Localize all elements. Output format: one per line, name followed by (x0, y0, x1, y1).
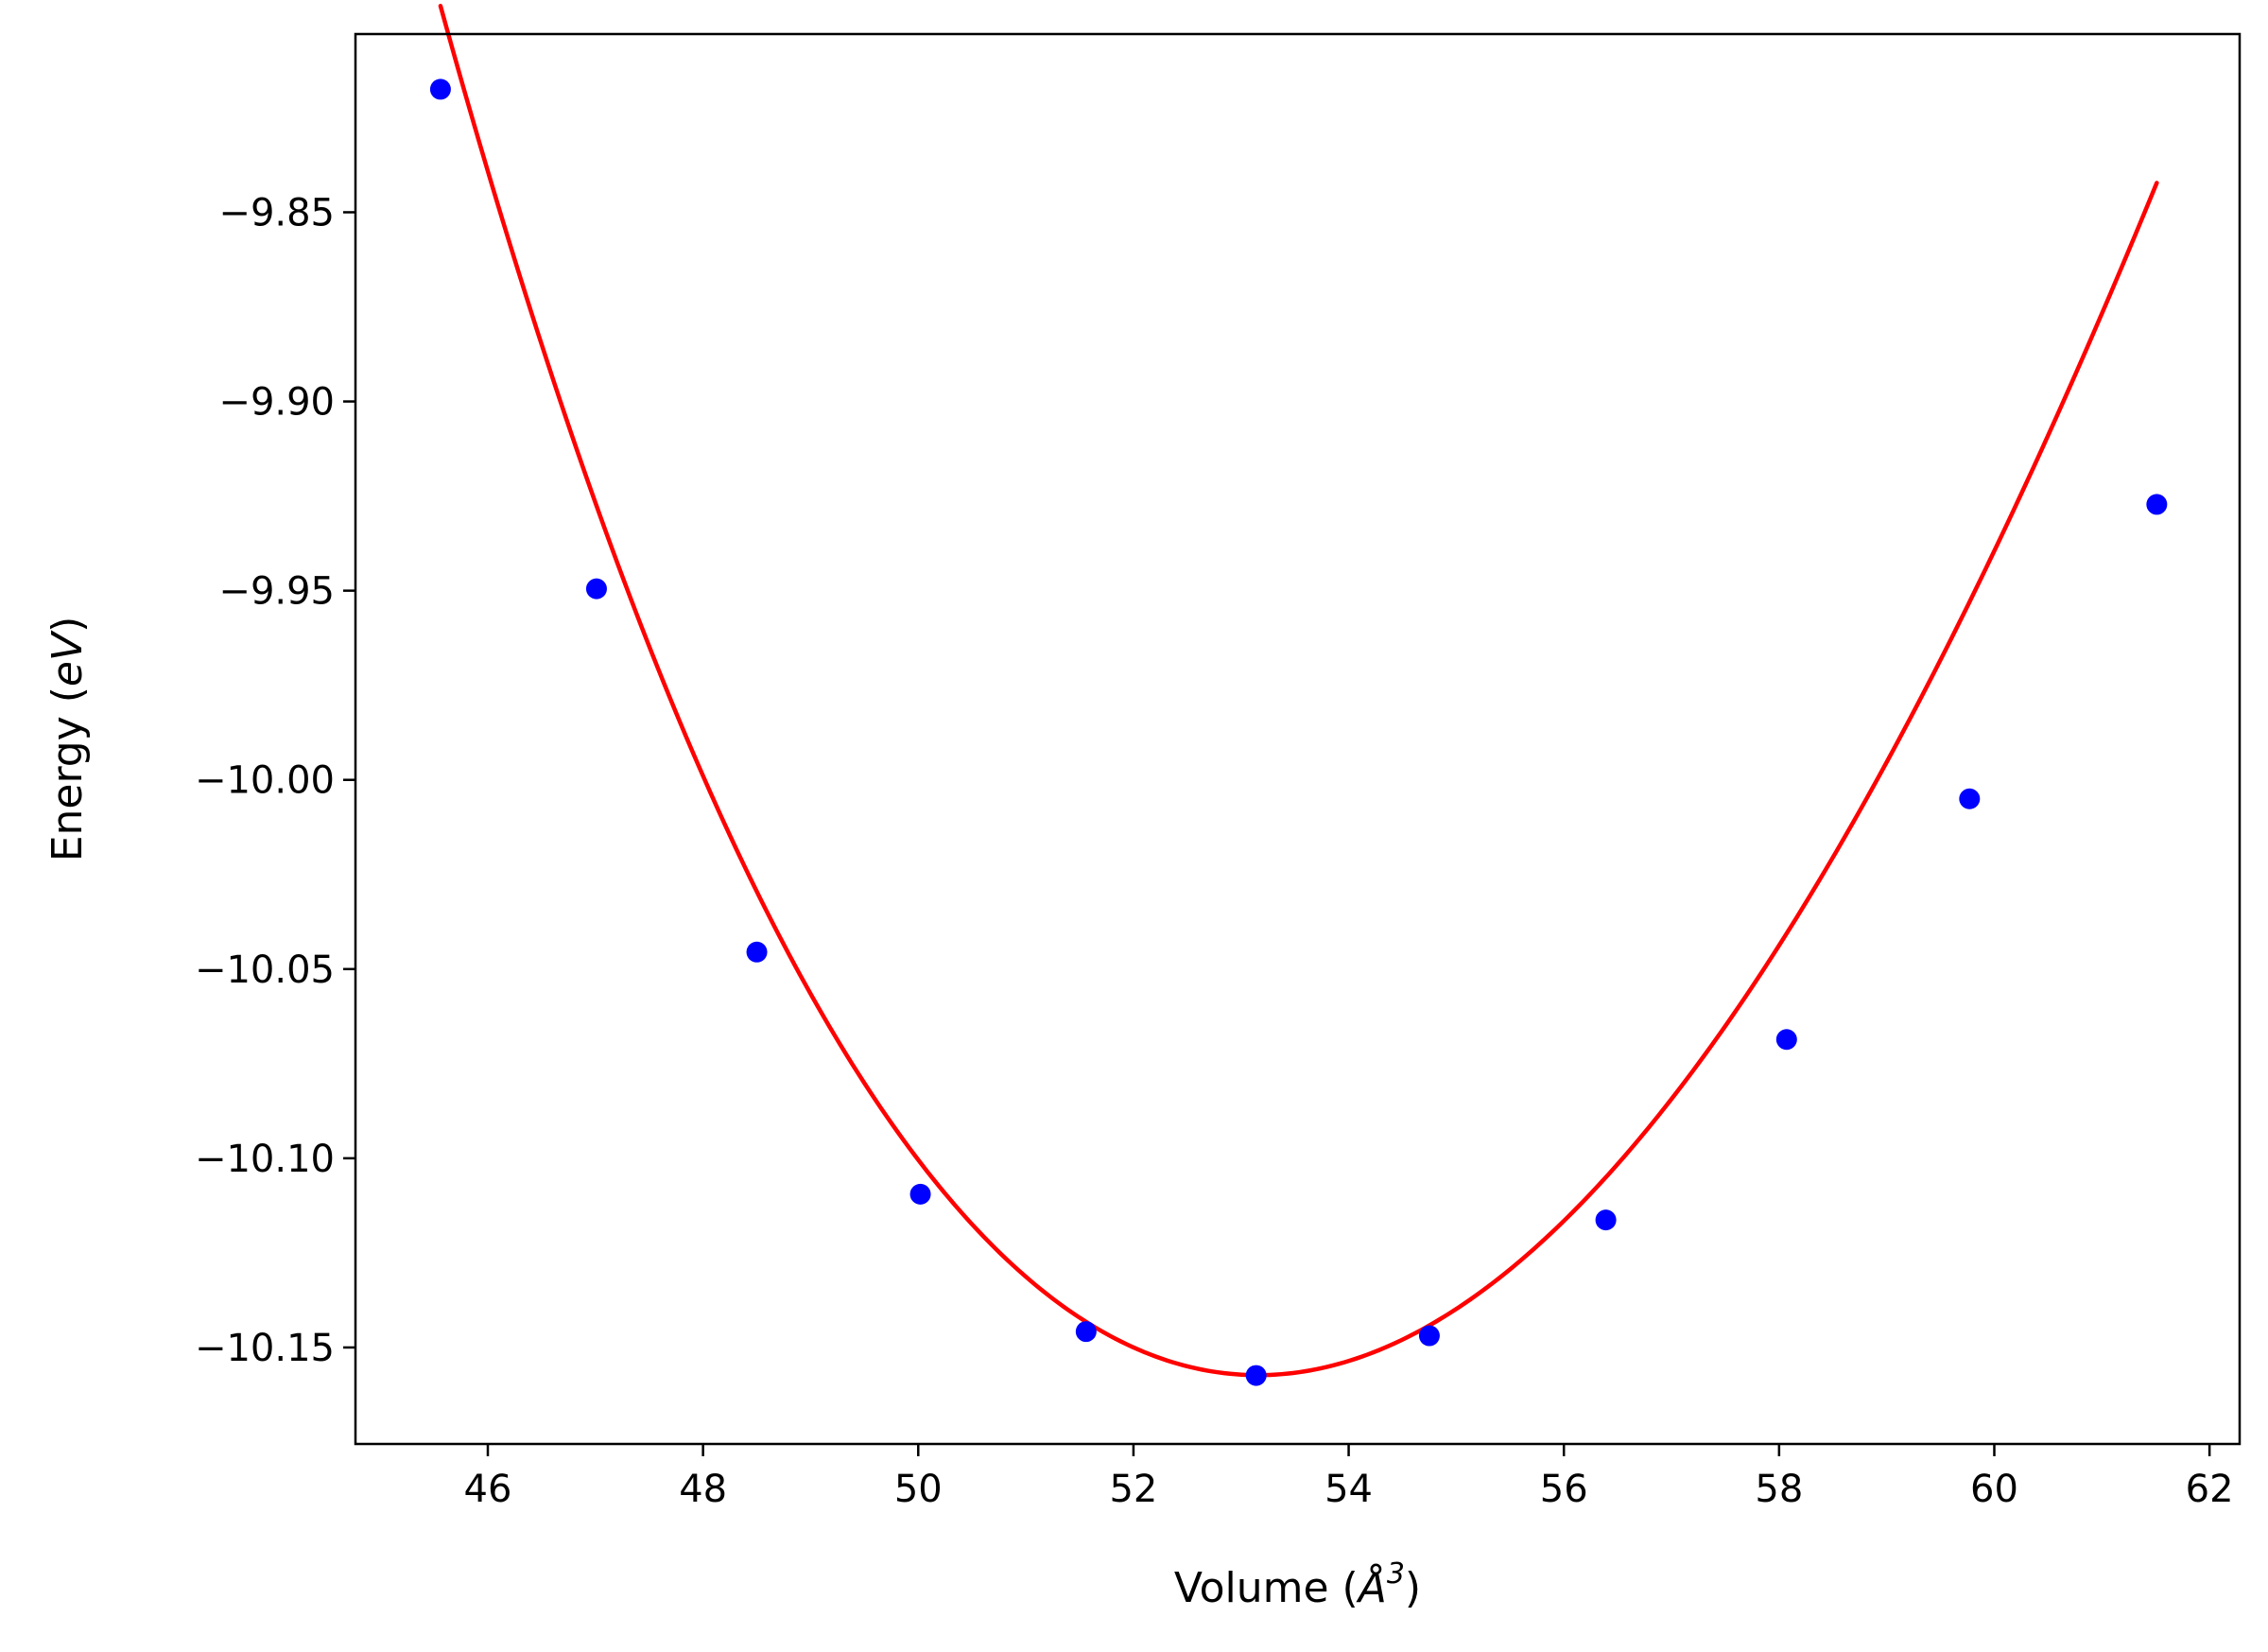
x-tick-label: 52 (1109, 1468, 1157, 1511)
y-tick-label: −9.95 (218, 570, 335, 614)
x-axis: 46 48 50 52 54 56 58 60 62 (464, 1444, 2234, 1511)
data-point (429, 78, 451, 100)
y-tick-label: −9.85 (218, 191, 335, 235)
x-tick-label: 54 (1324, 1468, 1373, 1511)
data-point (585, 578, 607, 600)
x-tick-label: 62 (2186, 1468, 2234, 1511)
x-axis-label-prefix: Volume ( (1174, 1564, 1359, 1612)
plot-area (429, 4, 2168, 1386)
axes-frame (354, 32, 2242, 1446)
y-axis-label-prefix: Energy ( (43, 687, 92, 861)
data-point (1595, 1209, 1617, 1231)
y-tick-label: −10.10 (195, 1138, 335, 1181)
x-axis-label-superscript: 3 (1387, 1557, 1405, 1591)
data-points (429, 78, 2168, 1386)
x-tick-label: 58 (1755, 1468, 1803, 1511)
x-axis-label: Volume (Å3) (1174, 1557, 1421, 1612)
data-point (1775, 1029, 1797, 1051)
y-tick-label: −9.90 (218, 381, 335, 425)
x-tick-label: 48 (679, 1468, 727, 1511)
y-axis: −9.85 −9.90 −9.95 −10.00 −10.05 −10.10 −10.15 (195, 191, 355, 1370)
y-tick-label: −10.00 (195, 759, 335, 803)
data-point (746, 941, 768, 963)
x-tick-label: 46 (464, 1468, 512, 1511)
data-point (909, 1183, 931, 1205)
fit-curve-series (438, 4, 2159, 1378)
y-tick-label: −10.15 (195, 1327, 335, 1370)
x-tick-label: 56 (1540, 1468, 1588, 1511)
data-point (1959, 788, 1981, 809)
y-tick-label: −10.05 (195, 948, 335, 992)
x-axis-label-suffix: ) (1405, 1564, 1421, 1612)
data-point (2146, 494, 2168, 515)
x-tick-label: 50 (894, 1468, 943, 1511)
x-axis-label-symbol: Å (1356, 1562, 1387, 1612)
data-point (1245, 1365, 1267, 1386)
y-axis-label-suffix: ) (43, 617, 92, 633)
y-axis-label-unit: eV (43, 630, 92, 687)
data-point (1075, 1321, 1097, 1343)
x-tick-label: 60 (1970, 1468, 2018, 1511)
y-axis-label: Energy (eV) (43, 617, 92, 862)
data-point (1418, 1325, 1440, 1347)
